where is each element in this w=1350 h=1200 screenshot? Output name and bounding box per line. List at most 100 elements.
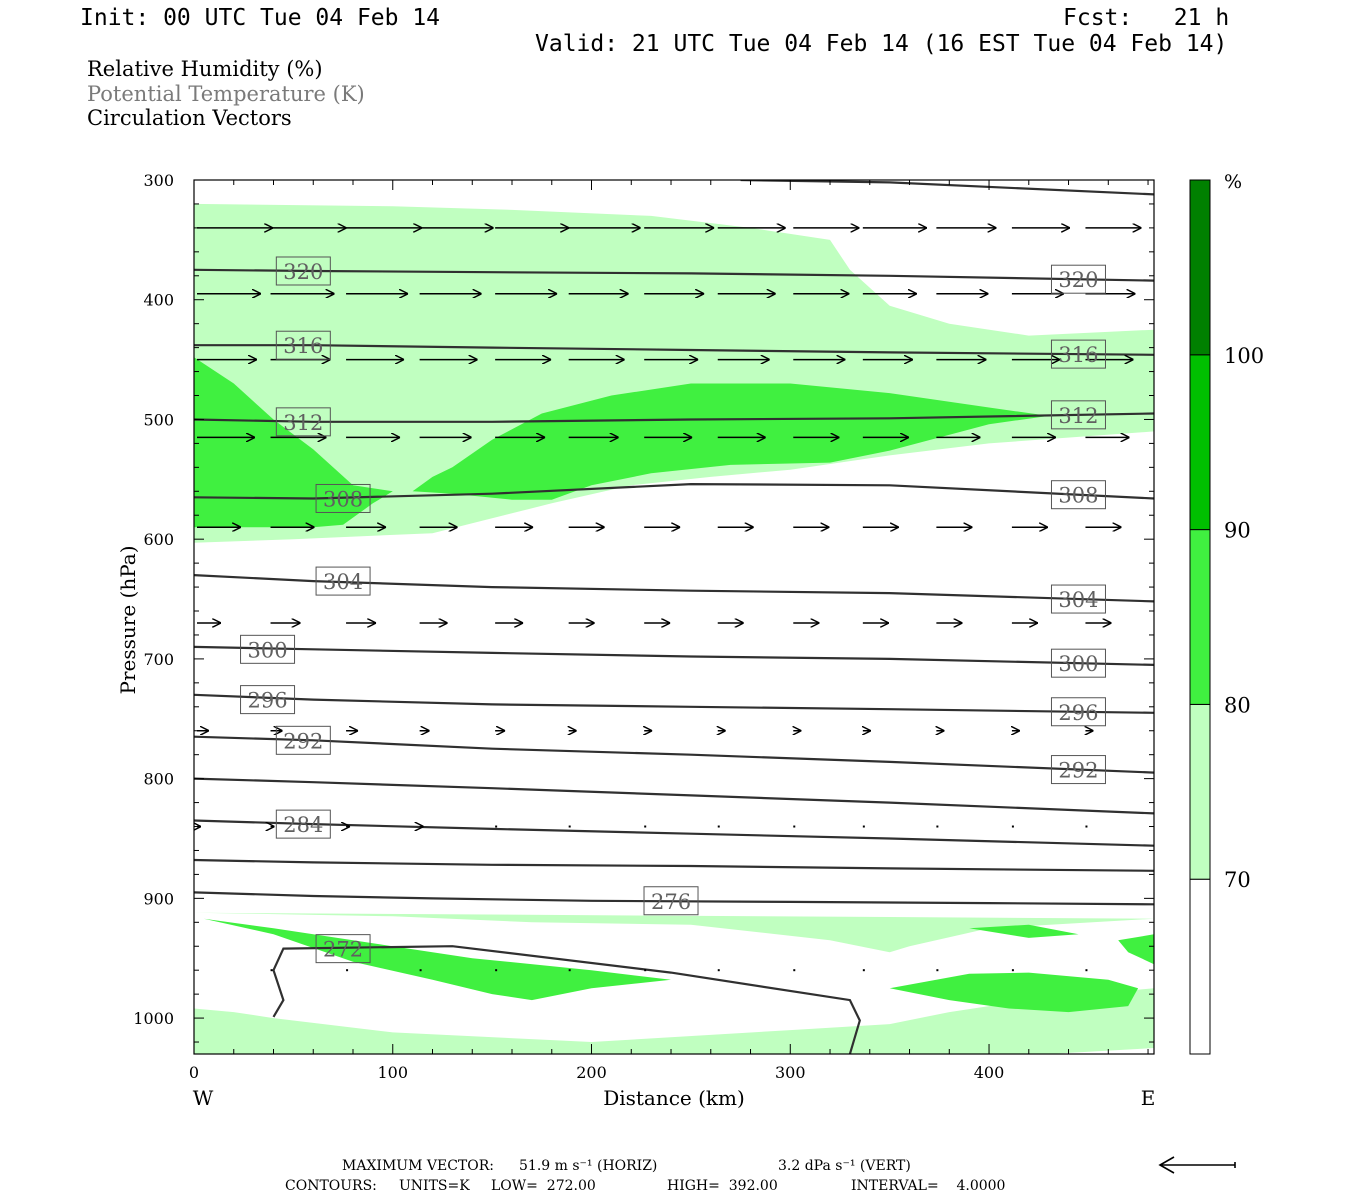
reference-vector xyxy=(1158,1156,1236,1174)
isentrope-label-312: 312 xyxy=(275,407,331,437)
isentrope-label-right-304-text: 304 xyxy=(1058,588,1098,612)
relative-humidity-fill xyxy=(194,203,1154,1054)
isentrope-label-304: 304 xyxy=(315,566,371,596)
isentrope-label-312-box xyxy=(275,407,331,437)
isentrope-label-304-text: 304 xyxy=(323,570,363,594)
isentrope-label-304-box xyxy=(315,566,371,596)
legend-vectors: Circulation Vectors xyxy=(87,106,292,130)
isentrope-label-right-308-box xyxy=(1050,480,1106,510)
y-tick-label-900: 900 xyxy=(143,889,174,908)
colorbar-segment-3 xyxy=(1189,354,1211,531)
isentrope-label-right-292-text: 292 xyxy=(1058,759,1098,783)
isentrope-label-right-296-box xyxy=(1050,697,1106,727)
isentrope-label-right-316: 316 xyxy=(1050,339,1106,369)
contours-units: UNITS=K xyxy=(399,1178,470,1194)
isentrope-308 xyxy=(194,482,1154,500)
isentrope-label-276-text: 276 xyxy=(651,890,691,914)
rh-region-70-2 xyxy=(194,912,1154,1054)
isentrope-label-292-box xyxy=(275,725,331,755)
isentrope-label-284-text: 284 xyxy=(283,813,323,837)
isentrope-320 xyxy=(194,268,1154,282)
isentrope-300 xyxy=(194,645,1154,666)
isentrope-296 xyxy=(194,693,1154,714)
axes: 300 400 500 600 700 800 900 1000 0 100 200 300 400 xyxy=(133,171,1154,1082)
isentrope-label-284: 284 xyxy=(275,809,331,839)
isentrope-label-right-312-text: 312 xyxy=(1058,404,1098,428)
isentrope-label-right-300-box xyxy=(1050,648,1106,678)
isentrope-label-316: 316 xyxy=(275,330,331,360)
isentrope-label-308-text: 308 xyxy=(323,487,363,511)
isentrope-label-right-300: 300 xyxy=(1050,648,1106,678)
x-tick-label-100: 100 xyxy=(377,1063,408,1082)
isentrope-288 xyxy=(194,777,1154,815)
isentrope-label-292: 292 xyxy=(275,725,331,755)
isentrope-label-312-text: 312 xyxy=(283,411,323,435)
isentrope-312 xyxy=(194,412,1154,423)
isentrope-labels: 272 276 284 292 296 300 304 308 312 316 320 320 316 3… xyxy=(240,256,1106,964)
colorbar-segment-2 xyxy=(1189,529,1211,705)
x-tick-label-200: 200 xyxy=(576,1063,607,1082)
colorbar-segment-1 xyxy=(1189,703,1211,880)
y-tick-label-600: 600 xyxy=(143,530,174,549)
forecast-hour: Fcst: 21 h xyxy=(1063,5,1230,31)
colorbar-label-80: 80 xyxy=(1224,693,1251,717)
isentrope-label-320-text: 320 xyxy=(283,260,323,284)
contours-low: LOW= 272.00 xyxy=(491,1178,596,1194)
isentrope-label-right-316-text: 316 xyxy=(1058,343,1098,367)
isentrope-324 xyxy=(740,180,1154,196)
isentrope-label-320: 320 xyxy=(275,256,331,286)
y-tick-label-400: 400 xyxy=(143,291,174,310)
isentrope-label-right-312-box xyxy=(1050,400,1106,430)
contours-high: HIGH= 392.00 xyxy=(667,1178,778,1194)
isentrope-272 xyxy=(272,945,861,1054)
x-end-west: W xyxy=(193,1086,214,1110)
max-vector-label: MAXIMUM VECTOR: xyxy=(342,1158,494,1174)
isentrope-label-308: 308 xyxy=(315,483,371,513)
rh-region-80-5 xyxy=(889,972,1139,1013)
x-axis-label: Distance (km) xyxy=(603,1086,745,1110)
contours-label: CONTOURS: xyxy=(285,1178,377,1194)
colorbar-label-90: 90 xyxy=(1224,519,1251,543)
isentrope-label-right-296-text: 296 xyxy=(1058,701,1098,725)
isentrope-label-272: 272 xyxy=(315,934,371,964)
plot-frame xyxy=(193,179,1155,1055)
isentrope-label-right-304: 304 xyxy=(1050,584,1106,614)
isentrope-label-right-292: 292 xyxy=(1050,755,1106,785)
isentrope-label-308-box xyxy=(315,483,371,513)
max-vector-vert: 3.2 dPa s⁻¹ (VERT) xyxy=(778,1158,911,1174)
isentrope-label-right-304-box xyxy=(1050,584,1106,614)
rh-region-80-1 xyxy=(194,357,1049,528)
isentrope-316 xyxy=(194,344,1154,356)
isentrope-label-284-box xyxy=(275,809,331,839)
isentrope-292 xyxy=(194,735,1154,774)
isentrope-label-276-box xyxy=(643,886,699,916)
rh-region-80-6 xyxy=(1118,934,1154,965)
isentrope-label-right-296: 296 xyxy=(1050,697,1106,727)
colorbar: 70 80 90 100 xyxy=(1189,179,1264,1055)
isentrope-label-right-300-text: 300 xyxy=(1058,652,1098,676)
contours-interval: INTERVAL= 4.0000 xyxy=(851,1178,1006,1194)
init-time: Init: 00 UTC Tue 04 Feb 14 xyxy=(80,5,441,31)
y-tick-label-800: 800 xyxy=(143,770,174,789)
colorbar-segment-0 xyxy=(1189,878,1211,1055)
x-end-east: E xyxy=(1141,1086,1156,1110)
x-tick-label-300: 300 xyxy=(775,1063,806,1082)
isentrope-label-296: 296 xyxy=(240,685,296,715)
isentrope-276 xyxy=(194,891,1154,906)
y-tick-label-500: 500 xyxy=(143,410,174,429)
isentrope-label-right-316-box xyxy=(1050,339,1106,369)
isentrope-label-right-320: 320 xyxy=(1050,264,1106,294)
isentrope-304 xyxy=(194,574,1154,603)
legend-theta: Potential Temperature (K) xyxy=(87,82,365,106)
isentrope-label-300-box xyxy=(240,634,296,664)
colorbar-segment-4 xyxy=(1189,179,1211,356)
rh-region-70-0 xyxy=(194,203,1154,543)
rh-region-80-4 xyxy=(969,924,1079,938)
isentrope-label-296-text: 296 xyxy=(247,689,287,713)
isentrope-label-300: 300 xyxy=(240,634,296,664)
x-tick-label-400: 400 xyxy=(974,1063,1005,1082)
isentrope-label-320-box xyxy=(275,256,331,286)
colorbar-unit: % xyxy=(1224,171,1242,193)
isentrope-label-right-320-box xyxy=(1050,264,1106,294)
x-tick-label-0: 0 xyxy=(189,1063,199,1082)
